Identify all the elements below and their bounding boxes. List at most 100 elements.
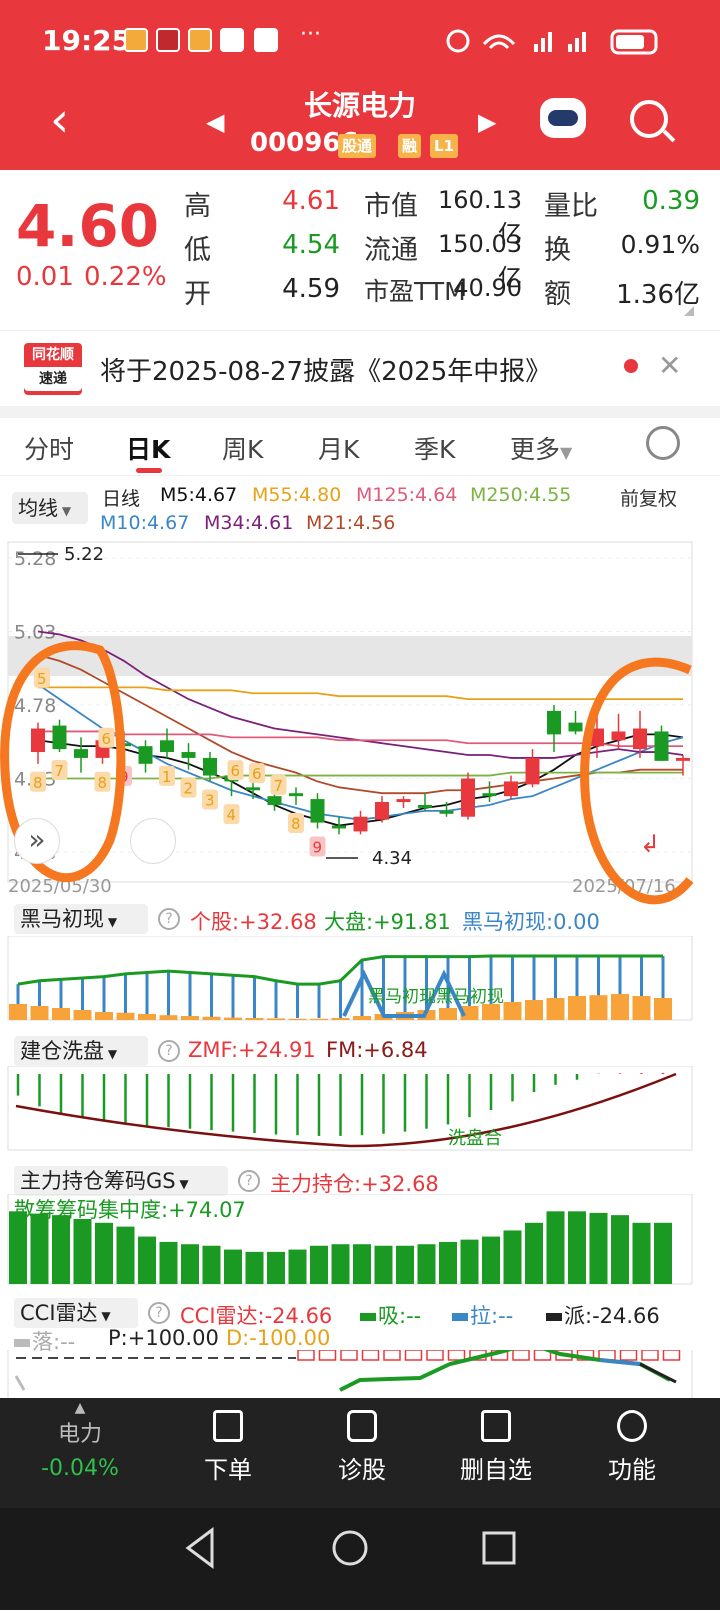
jiancang-zmf: ZMF:+24.91 (188, 1038, 316, 1062)
annotation-circles (0, 641, 694, 905)
indicator-bar (95, 1222, 113, 1284)
expand-corner-icon[interactable] (684, 306, 694, 316)
td-marker-label: 8 (33, 774, 43, 792)
tab-intraday[interactable]: 分时 (24, 435, 75, 464)
orange-bar (611, 994, 629, 1020)
circle-annotation-right (580, 657, 694, 905)
chevron-down-icon: ▼ (97, 1309, 111, 1323)
indicator-bar (417, 1244, 436, 1284)
sector-change: -0.04% (41, 1456, 119, 1481)
orange-bar (353, 1016, 371, 1020)
fullscreen-icon[interactable] (130, 818, 176, 864)
orange-bar (460, 1006, 479, 1020)
candle-body (332, 825, 346, 829)
function-button[interactable]: 功能 (572, 1398, 692, 1485)
td-marker-label: 7 (55, 762, 65, 780)
cci-selector[interactable]: CCI雷达 ▼ (14, 1298, 138, 1328)
settings-icon[interactable] (646, 426, 680, 460)
help-icon[interactable]: ? (158, 908, 180, 930)
indicator-bar (288, 1249, 307, 1284)
heima-market: 大盘:+91.81 (324, 910, 451, 934)
tab-more[interactable]: 更多▼ (510, 435, 573, 464)
indicator-bar (396, 1245, 414, 1284)
cci-box (404, 1350, 423, 1361)
heima-chart[interactable]: 黑马初现黑马初现 (0, 936, 720, 1022)
ma10-label: M10:4.67 (100, 512, 190, 534)
td-marker (94, 771, 111, 792)
orange-bar (482, 1004, 500, 1020)
candle-body (568, 722, 583, 732)
indicator-bar (439, 1241, 457, 1284)
order-button[interactable]: 下单 (168, 1398, 288, 1485)
remove-watchlist-button[interactable]: 删自选 (436, 1398, 556, 1485)
indicator-bar (224, 1249, 242, 1284)
heima-appear: 黑马初现:0.00 (462, 910, 600, 934)
orange-bar (224, 1017, 242, 1020)
candle-body (375, 802, 389, 820)
td-marker-label: 8 (98, 774, 108, 792)
app-notify-icon (124, 28, 148, 52)
nav-home-icon[interactable] (332, 1530, 368, 1566)
expand-icon[interactable]: » (14, 818, 60, 864)
indicator-bar (181, 1244, 199, 1284)
orange-bar (202, 1016, 221, 1020)
tab-monthly-k[interactable]: 月K (318, 435, 360, 464)
diagnose-button[interactable]: 诊股 (302, 1398, 422, 1485)
app-notify-icon (156, 28, 180, 52)
candle-body (396, 799, 411, 803)
zhuli-selector[interactable]: 主力持仓筹码GS ▼ (14, 1166, 228, 1196)
orange-bar (546, 998, 565, 1020)
tab-weekly-k[interactable]: 周K (222, 435, 264, 464)
volume-ratio-label: 量比 (544, 191, 598, 222)
back-icon[interactable]: ‹ (50, 92, 70, 148)
last-price: 4.60 (16, 192, 160, 260)
ma-selector[interactable]: 均线 ▼ (12, 492, 88, 524)
indicator-bar (611, 1215, 629, 1284)
prev-stock-icon[interactable]: ◀ (206, 108, 225, 136)
function-icon (617, 1410, 647, 1442)
heima-selector[interactable]: 黑马初现 ▼ (14, 904, 148, 934)
y-tick-label: 5.28 (14, 548, 56, 570)
indicator-bar (632, 1222, 651, 1284)
cci-box (340, 1350, 358, 1361)
next-stock-icon[interactable]: ▶ (478, 108, 497, 136)
candle-body (611, 731, 626, 741)
zhuli-chart[interactable] (0, 1194, 720, 1286)
mcap-value: 160.13亿 (438, 186, 522, 248)
reset-icon[interactable]: ↲ (640, 830, 661, 858)
chevron-down-icon: ▼ (58, 504, 72, 518)
candle-body (267, 796, 282, 805)
help-icon[interactable]: ? (158, 1040, 180, 1062)
help-icon[interactable]: ? (148, 1302, 170, 1324)
tag-level1: L1 (430, 134, 458, 158)
sector-button[interactable]: ▲ 电力 -0.04% (20, 1398, 140, 1481)
help-icon[interactable]: ? (238, 1170, 260, 1192)
news-text[interactable]: 将于2025-08-27披露《2025年中报》 (100, 357, 552, 387)
td-marker-label: 4 (227, 806, 237, 824)
td-marker (180, 777, 197, 798)
tab-quarterly-k[interactable]: 季K (414, 435, 456, 464)
jiancang-selector[interactable]: 建仓洗盘 ▼ (14, 1036, 148, 1066)
tab-daily-k[interactable]: 日K (126, 435, 171, 464)
close-icon[interactable]: ✕ (658, 349, 682, 382)
indicator-bar (589, 1212, 608, 1284)
candle-body (160, 740, 174, 753)
mcap-label: 市值 (364, 191, 418, 222)
candle-body (482, 793, 497, 797)
robot-assistant-icon[interactable] (540, 98, 586, 138)
candle-body (590, 728, 604, 747)
news-banner[interactable]: 同花顺 速递 将于2025-08-27披露《2025年中报》 ✕ (0, 330, 720, 406)
adjust-mode[interactable]: 前复权 (620, 488, 678, 510)
candle-body (289, 793, 303, 797)
ma21-label: M21:4.56 (306, 512, 396, 534)
nav-back-icon[interactable] (185, 1527, 214, 1569)
td-marker-label: 8 (291, 815, 301, 833)
cci-chart[interactable] (0, 1350, 720, 1398)
candle-body (654, 731, 669, 761)
order-icon (213, 1410, 243, 1442)
search-icon[interactable] (630, 100, 668, 138)
high-value: 4.61 (282, 186, 340, 216)
jiancang-chart[interactable]: 洗盘合 (0, 1066, 720, 1152)
nav-recents-icon[interactable] (482, 1531, 516, 1565)
